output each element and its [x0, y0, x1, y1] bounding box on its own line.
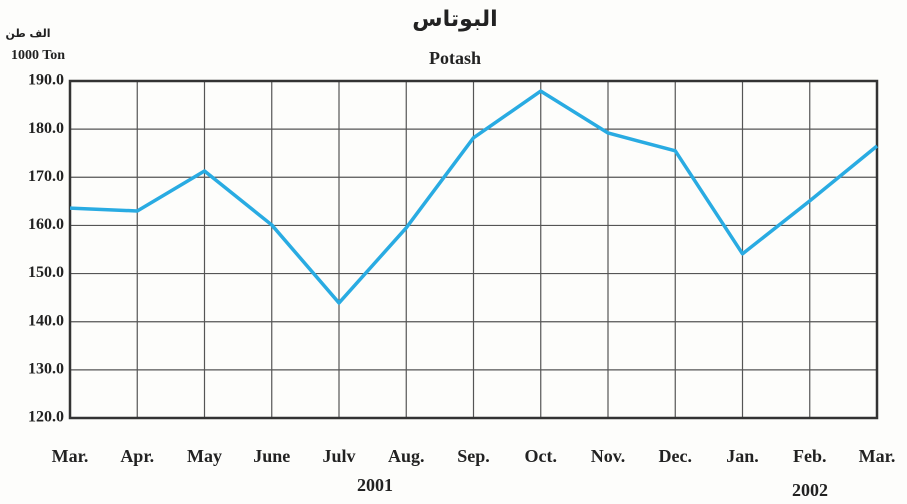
x-tick-label: Dec. [659, 446, 692, 466]
line-series [69, 89, 879, 305]
x-tick-label: Aug. [388, 446, 425, 466]
y-tick-label: 120.0 [28, 409, 64, 426]
x-tick-label: Nov. [591, 446, 626, 466]
y-tick-label: 170.0 [28, 168, 64, 185]
x-tick-label: Mar. [859, 446, 896, 466]
y-tick-label: 190.0 [28, 72, 64, 89]
y-tick-label: 150.0 [28, 264, 64, 281]
y-tick-label: 160.0 [28, 216, 64, 233]
y-tick-label: 130.0 [28, 361, 64, 378]
chart-title: البوتاس [412, 7, 497, 32]
x-tick-label: Julv [322, 446, 355, 466]
x-tick-label: Apr. [120, 446, 154, 466]
y-tick-label: 180.0 [28, 120, 64, 137]
x-tick-label: May [187, 446, 222, 466]
year-label: 2002 [792, 480, 828, 500]
x-tick-label: Feb. [793, 446, 827, 466]
x-tick-label: Jan. [726, 446, 759, 466]
plot-frame [68, 79, 879, 420]
x-tick-label: Sep. [457, 446, 490, 466]
x-tick-label: Mar. [52, 446, 89, 466]
y-label: 1000 Ton [11, 48, 65, 63]
x-tick-label: June [253, 446, 290, 466]
chart-subtitle: Potash [429, 48, 481, 68]
y-label-arabic: الف طن [5, 27, 50, 40]
year-label: 2001 [357, 475, 393, 495]
y-tick-label: 140.0 [28, 312, 64, 329]
x-tick-label: Oct. [525, 446, 557, 466]
